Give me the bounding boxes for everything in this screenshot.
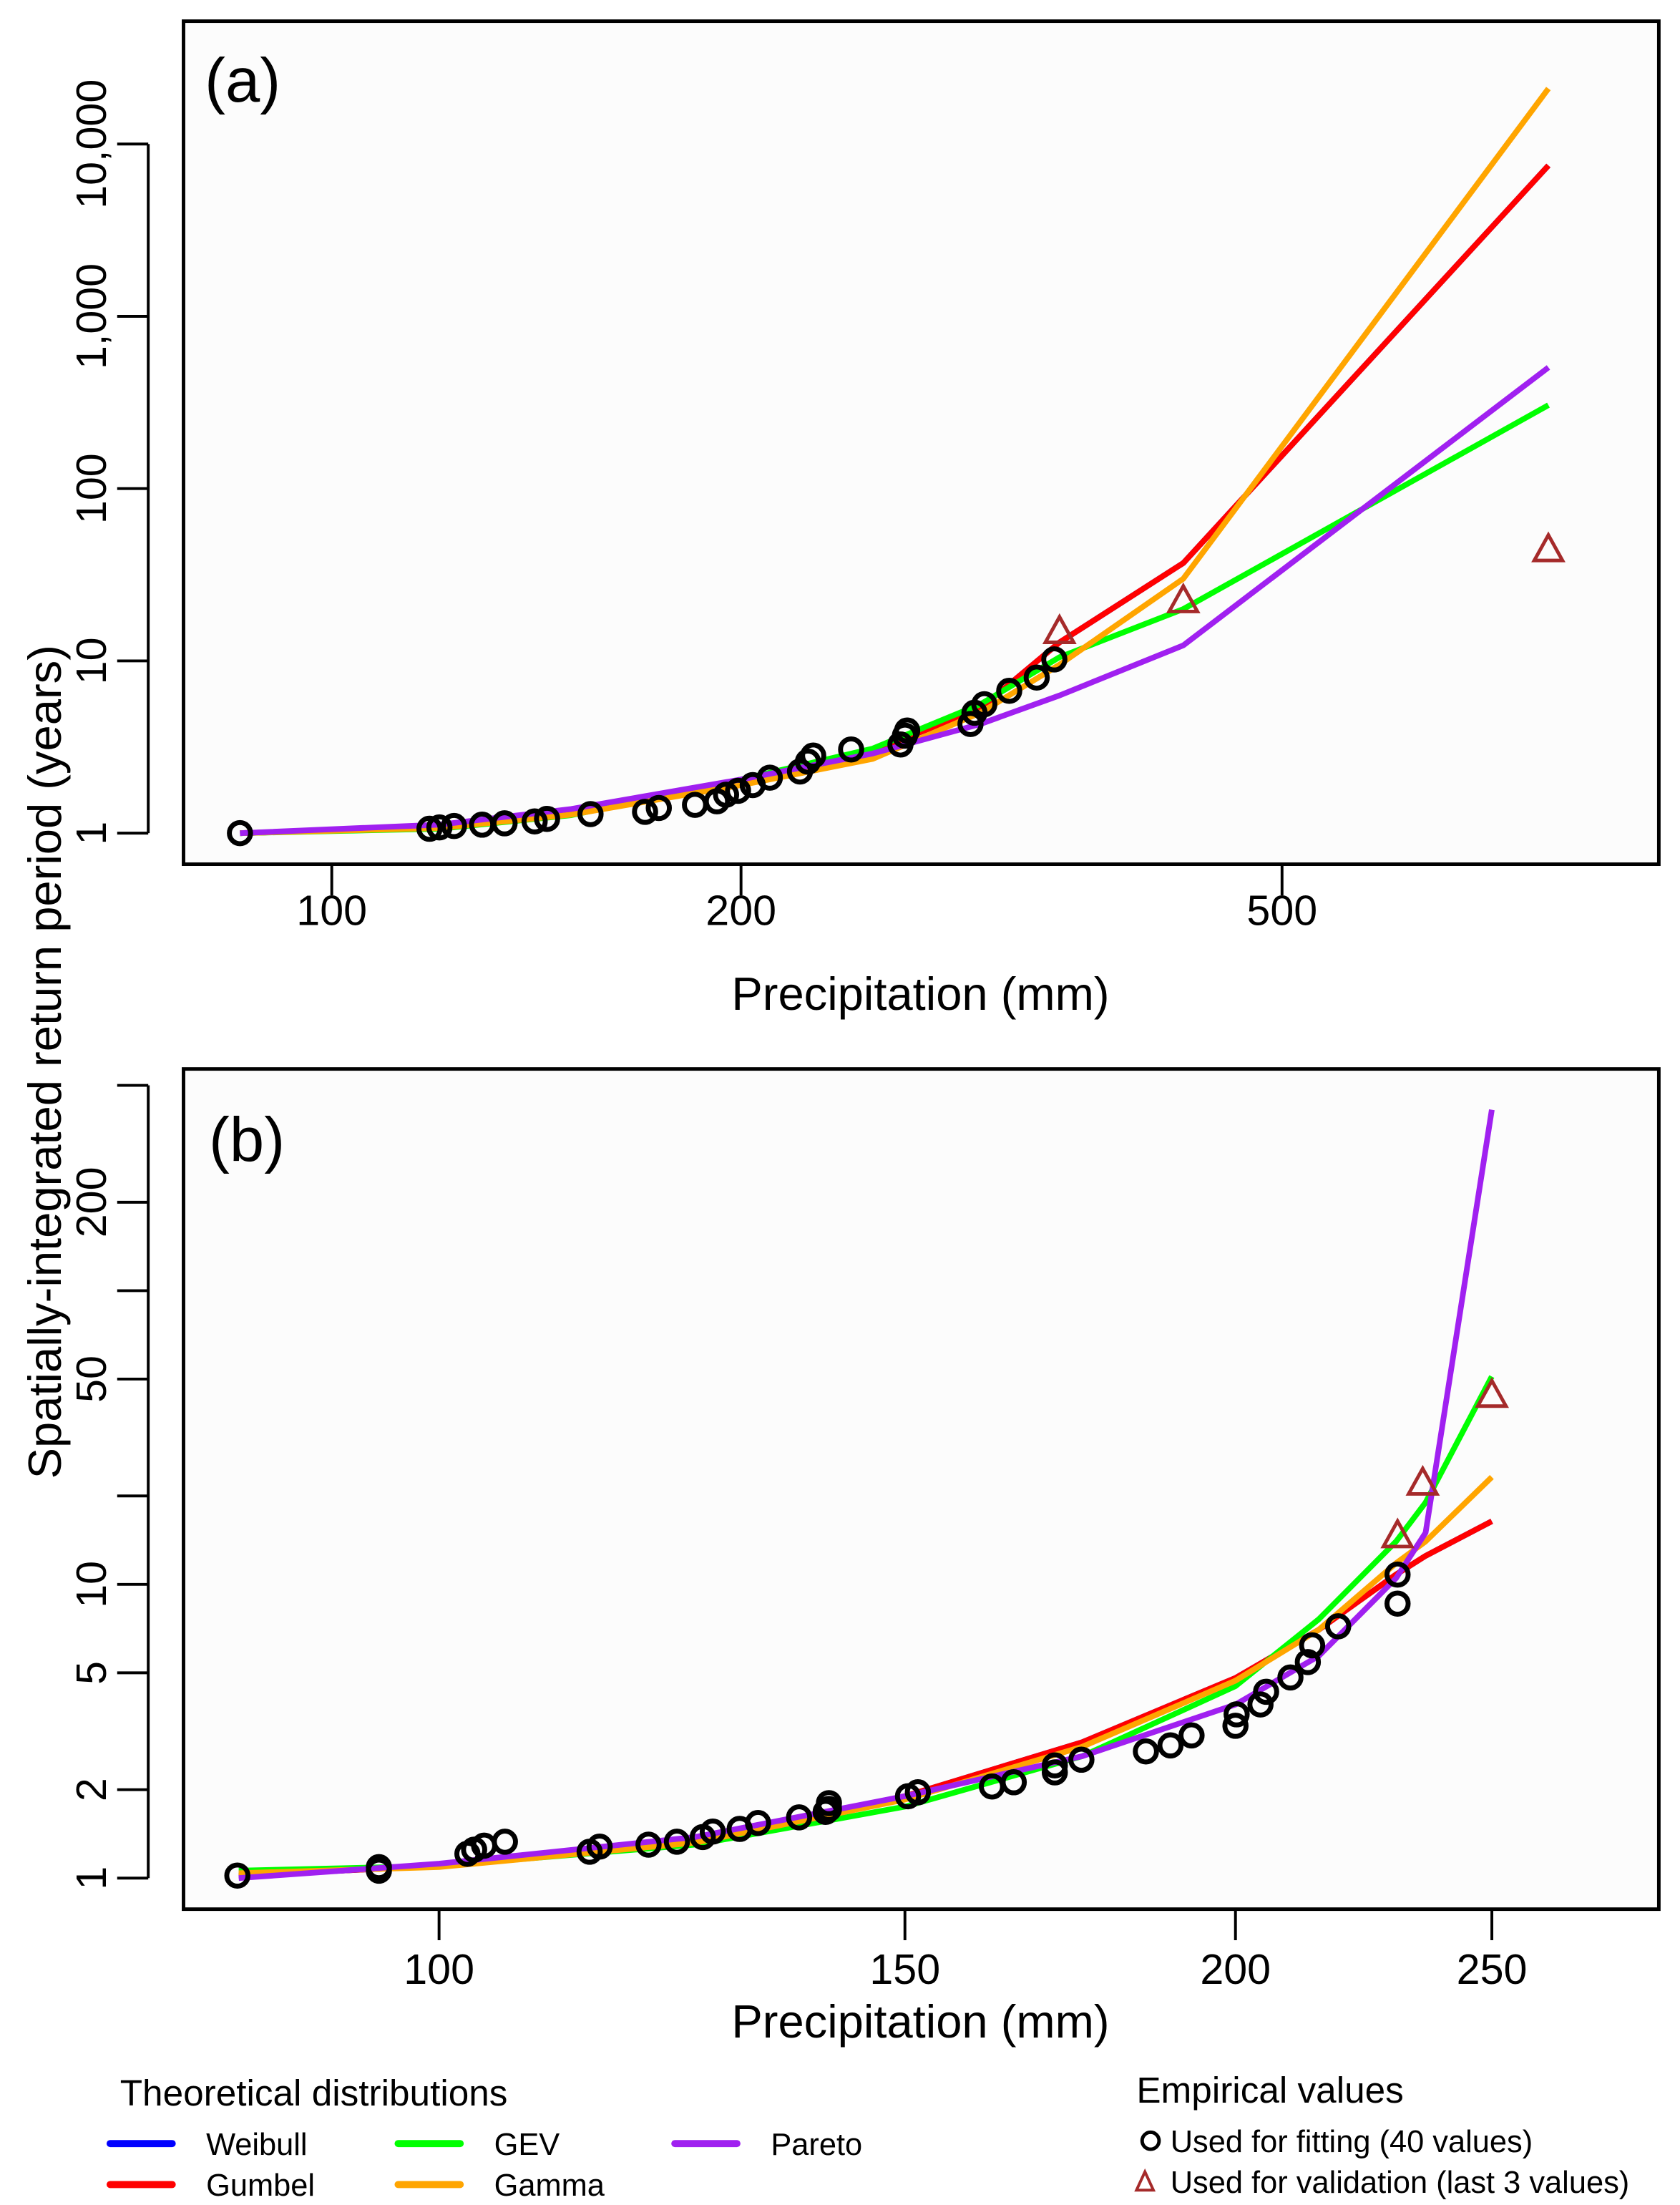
fitting-point (725, 777, 751, 804)
x-tick-label: 100 (296, 886, 367, 934)
legend-label-pareto: Pareto (771, 2128, 862, 2162)
y-axis-title: Spatially-integrated return period (year… (19, 645, 71, 1479)
y-tick-label: 5 (67, 1661, 115, 1685)
fitting-point (1299, 1632, 1326, 1659)
legend-empirical-title: Empirical values (1136, 2070, 1403, 2111)
legend-validation-label: Used for validation (last 3 values) (1171, 2166, 1630, 2200)
legend-label-gamma: Gamma (494, 2169, 605, 2203)
fitting-point (894, 717, 921, 744)
validation-point (1380, 1517, 1415, 1549)
panel-label: (a) (205, 46, 280, 115)
fitting-point (1023, 664, 1050, 691)
fitting-point (1041, 1752, 1068, 1778)
fitting-point (1224, 1701, 1250, 1728)
y-tick-label: 1 (67, 1866, 115, 1890)
y-tick-label: 2 (67, 1778, 115, 1801)
fitting-point (1384, 1561, 1411, 1588)
fitting-point (632, 799, 658, 825)
fitting-point (1000, 1769, 1027, 1796)
y-tick-label: 200 (67, 1167, 115, 1237)
legend-fitting-label: Used for fitting (40 values) (1171, 2125, 1533, 2159)
fitting-point (366, 1854, 392, 1881)
x-tick-label: 200 (1200, 1945, 1271, 1993)
y-tick-label: 1 (67, 822, 115, 845)
y-tick-label: 10,000 (67, 79, 115, 209)
x-axis-title: Precipitation (mm) (731, 968, 1109, 1020)
fitting-point (491, 810, 518, 837)
fitting-point (713, 782, 740, 808)
fitting-point (957, 711, 984, 737)
fitting-point (426, 814, 453, 841)
plot-frame (182, 1067, 1661, 1912)
fitting-point (699, 1818, 726, 1845)
fitting-point (816, 1790, 842, 1816)
y-tick-label: 100 (67, 453, 115, 524)
plot-frame (182, 19, 1661, 867)
x-axis-title: Precipitation (mm) (731, 1995, 1109, 2048)
x-tick-label: 100 (404, 1945, 474, 1993)
y-tick-label: 1,000 (67, 263, 115, 369)
fitting-point (521, 808, 548, 834)
panel-b: 100 150 200 250 Precipitation (mm) 1 2 5 10 50 200… (67, 1067, 1661, 2048)
series-line-pareto (238, 1109, 1495, 1882)
fitting-point (794, 748, 821, 775)
fitting-point (635, 1831, 662, 1858)
fitting-point (534, 805, 560, 832)
fitting-point (1222, 1713, 1249, 1739)
fitting-point (800, 742, 826, 769)
fitting-point (224, 1862, 250, 1889)
fitting-point (996, 678, 1022, 704)
validation-point (1531, 531, 1566, 563)
fitting-point (577, 801, 604, 827)
fitting-point (1041, 646, 1068, 673)
legend-label-gev: GEV (494, 2128, 560, 2162)
series-line-pareto (240, 365, 1550, 837)
validation-point (1475, 1377, 1509, 1408)
y-tick-label: 50 (67, 1355, 115, 1403)
fitting-point (786, 1804, 813, 1831)
legend-theoretical-title: Theoretical distributions (120, 2073, 508, 2113)
fitting-point (492, 1829, 518, 1855)
fitting-point (416, 815, 443, 842)
fitting-point (645, 794, 673, 822)
fitting-point (971, 691, 997, 718)
fitting-point (586, 1833, 613, 1860)
x-tick-label: 200 (705, 886, 776, 934)
y-tick-label: 10 (67, 637, 115, 684)
fitting-point (745, 1810, 771, 1836)
plot-area (183, 21, 1659, 865)
y-tick-label: 10 (67, 1561, 115, 1608)
validation-point (1405, 1464, 1440, 1496)
series-line-gamma (240, 87, 1551, 837)
panel-a: 100 200 500 Precipitation (mm) 1 10 100 1,000 10… (67, 19, 1661, 1020)
fitting-point (441, 812, 467, 839)
validation-point (1166, 582, 1201, 613)
fitting-point (756, 764, 783, 791)
legend-label-weibull: Weibull (206, 2128, 308, 2162)
fitting-point (838, 736, 864, 763)
x-tick-label: 500 (1246, 886, 1317, 934)
fitting-point (227, 819, 253, 847)
fitting-point (1178, 1722, 1205, 1749)
fitting-point (1247, 1691, 1274, 1718)
fitting-point (1277, 1664, 1304, 1691)
fitting-point (1133, 1738, 1159, 1765)
fitting-point (1325, 1613, 1352, 1640)
fitting-point (663, 1829, 690, 1855)
fitting-point (1294, 1649, 1322, 1675)
legend-validation-marker (1134, 2168, 1156, 2192)
panel-label: (b) (209, 1105, 285, 1174)
x-tick-label: 150 (869, 1945, 940, 1993)
fitting-point (1157, 1732, 1184, 1759)
legend: Theoretical distributions Weibull Gumbel G… (106, 2070, 1630, 2203)
fitting-point (1253, 1678, 1279, 1705)
validation-point (1042, 613, 1077, 644)
x-tick-label: 250 (1457, 1945, 1528, 1993)
fitting-point (1068, 1746, 1095, 1773)
fitting-point (904, 1779, 932, 1806)
legend-fitting-marker (1140, 2130, 1161, 2151)
legend-label-gumbel: Gumbel (206, 2169, 315, 2203)
fitting-point (1384, 1590, 1411, 1617)
